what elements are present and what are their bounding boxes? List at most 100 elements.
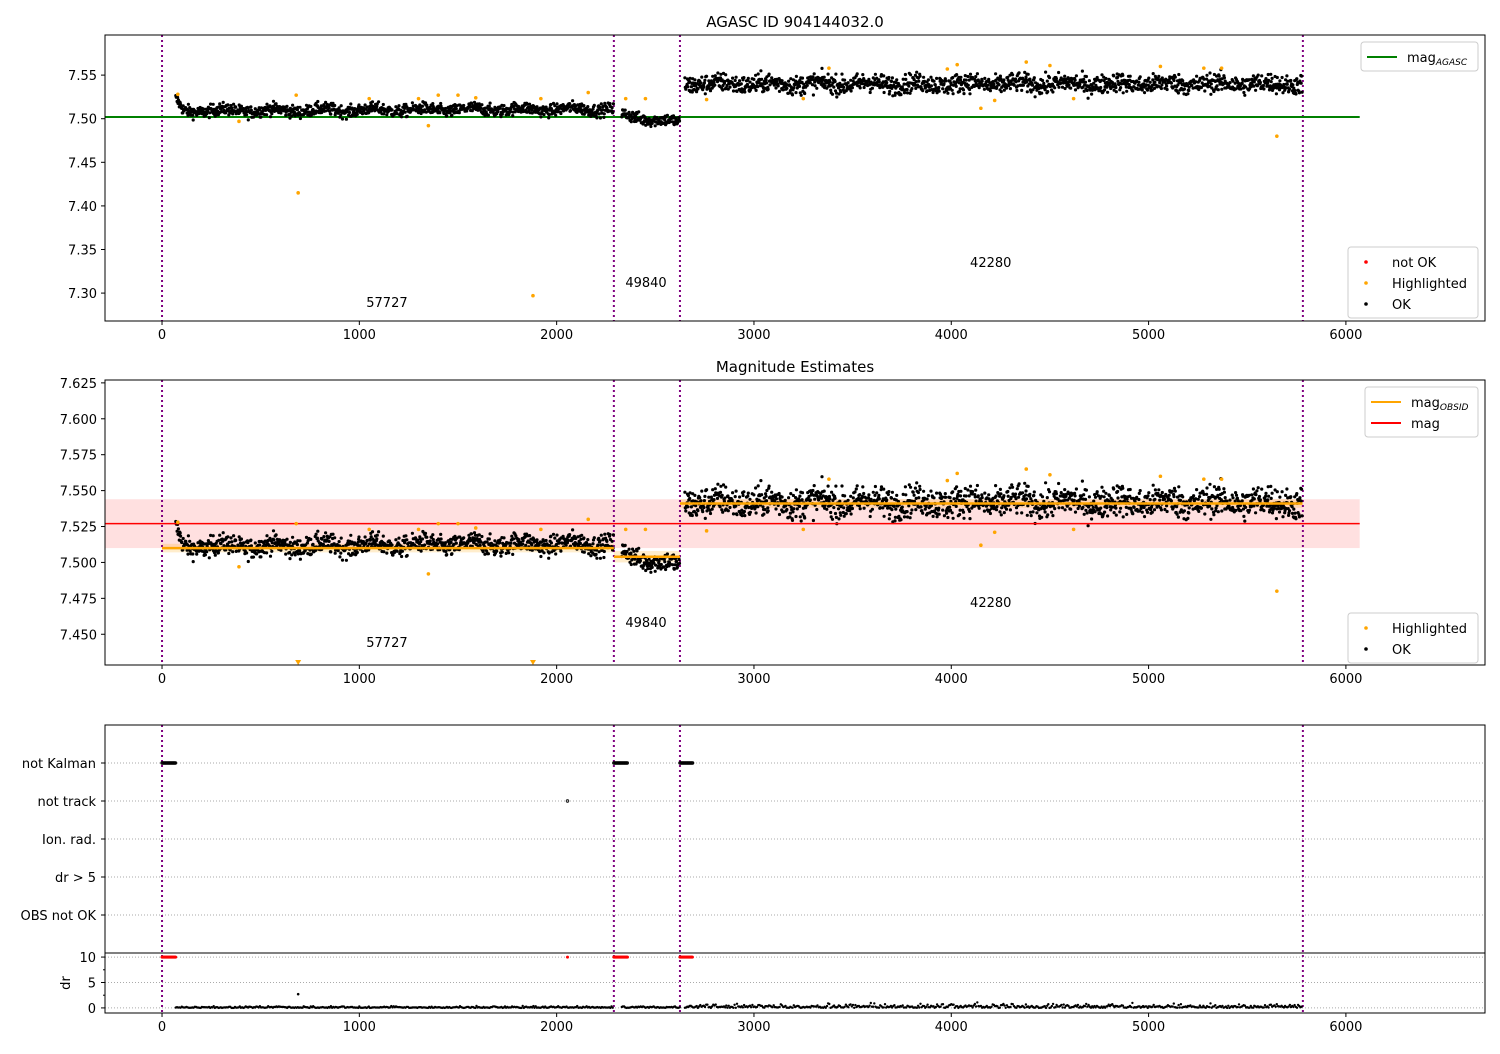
ok-point — [978, 507, 981, 510]
ok-point — [249, 105, 252, 108]
highlighted-point — [586, 91, 590, 95]
ok-point — [919, 505, 922, 508]
ok-point — [919, 488, 922, 491]
obsid-label: 57727 — [366, 296, 407, 311]
ok-point — [1000, 90, 1003, 93]
ok-point — [1046, 90, 1049, 93]
ok-point — [999, 492, 1002, 495]
ok-point — [765, 79, 768, 82]
ok-point — [1000, 513, 1003, 516]
ok-point — [941, 87, 944, 90]
ok-point — [545, 539, 548, 542]
ok-point — [995, 508, 998, 511]
ok-point — [603, 550, 606, 553]
ok-point — [703, 79, 706, 82]
y-tick-label: 7.45 — [68, 156, 97, 171]
ok-point — [951, 511, 954, 514]
ok-point — [912, 491, 915, 494]
ok-point — [272, 538, 275, 541]
ok-point — [1044, 71, 1047, 74]
ok-point — [946, 516, 949, 519]
ok-point — [247, 118, 250, 121]
ok-point — [903, 515, 906, 518]
ok-point — [272, 529, 275, 532]
ok-point — [872, 491, 875, 494]
ok-point — [969, 73, 972, 76]
ok-point — [998, 510, 1001, 513]
ok-point — [959, 494, 962, 497]
highlighted-point — [1220, 66, 1224, 70]
ok-point — [1069, 508, 1072, 511]
ok-point — [1051, 90, 1054, 93]
ok-point — [285, 105, 288, 108]
ok-point — [234, 539, 237, 542]
ok-point — [624, 544, 627, 547]
ok-point — [714, 487, 717, 490]
ok-point — [1075, 487, 1078, 490]
ok-point — [749, 511, 752, 514]
ok-point — [1161, 491, 1164, 494]
highlighted-point — [436, 93, 440, 97]
ok-point — [1179, 499, 1182, 502]
ok-point — [867, 78, 870, 81]
ok-point — [688, 497, 691, 500]
ok-point — [1157, 488, 1160, 491]
ok-point — [801, 498, 804, 501]
ok-point — [974, 75, 977, 78]
ok-point — [935, 77, 938, 80]
ok-point — [850, 512, 853, 515]
ok-point — [1183, 88, 1186, 91]
ok-point — [630, 120, 633, 123]
ok-point — [719, 505, 722, 508]
ok-point — [781, 79, 784, 82]
ok-point — [1122, 515, 1125, 518]
highlighted-point — [979, 106, 983, 110]
ok-point — [1014, 493, 1017, 496]
ok-point — [699, 499, 702, 502]
ok-point — [1088, 79, 1091, 82]
ok-point — [901, 506, 904, 509]
ok-point — [796, 507, 799, 510]
ok-point — [602, 116, 605, 119]
ok-point — [930, 84, 933, 87]
ok-point — [593, 536, 596, 539]
ok-point — [1103, 88, 1106, 91]
ok-point — [798, 505, 801, 508]
ok-point — [1085, 75, 1088, 78]
ok-point — [721, 511, 724, 514]
ok-point — [596, 544, 599, 547]
ok-point — [1262, 84, 1265, 87]
ok-point — [559, 112, 562, 115]
ok-point — [288, 557, 291, 560]
ok-point — [1021, 491, 1024, 494]
ok-point — [1015, 511, 1018, 514]
ok-point — [637, 110, 640, 113]
ok-point — [589, 554, 592, 557]
ok-point — [686, 505, 689, 508]
ok-point — [863, 86, 866, 89]
ok-point — [765, 495, 768, 498]
ok-point — [768, 485, 771, 488]
ok-point — [1262, 87, 1265, 90]
ok-point — [1257, 74, 1260, 77]
ok-point — [955, 73, 958, 76]
ok-point — [734, 79, 737, 82]
ok-point — [1112, 74, 1115, 77]
ok-point — [1133, 506, 1136, 509]
ok-point — [820, 67, 823, 70]
ok-point — [981, 80, 984, 83]
ok-point — [608, 533, 611, 536]
ok-point — [761, 505, 764, 508]
ok-point — [968, 510, 971, 513]
ok-point — [357, 535, 360, 538]
ok-point — [867, 493, 870, 496]
ok-point — [1042, 82, 1045, 85]
ok-point — [1203, 512, 1206, 515]
ok-point — [1115, 514, 1118, 517]
ok-point — [942, 82, 945, 85]
ok-point — [495, 550, 498, 553]
ok-point — [603, 112, 606, 115]
ok-point — [861, 485, 864, 488]
ok-point — [820, 475, 823, 478]
ok-point — [747, 77, 750, 80]
